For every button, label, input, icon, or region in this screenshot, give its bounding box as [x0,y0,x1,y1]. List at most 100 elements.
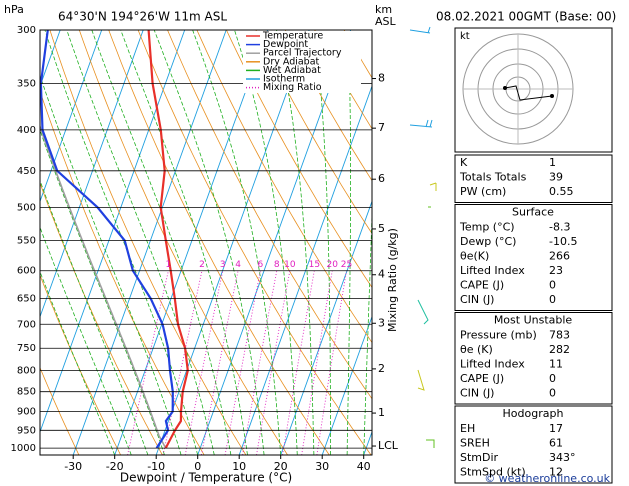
x-tick-label: 30 [315,460,329,473]
row-value: 1 [549,156,556,169]
wet-adiabat [276,30,315,455]
row-label: Dewp (°C) [460,235,516,248]
km-tick-label: 5 [378,222,385,235]
row-label: Lifted Index [460,264,525,277]
mixing-ratio-line [282,270,315,455]
table-box [454,312,613,405]
row-value: 39 [549,171,563,184]
dry-adiabat [255,30,372,235]
row-label: CAPE (J) [460,279,504,292]
plot-lines [40,30,372,455]
wet-adiabat [40,270,116,455]
y-tick-label: 500 [17,202,36,213]
row-value: 23 [549,264,563,277]
km-tick-label: LCL [378,439,399,452]
row-value: 61 [549,437,563,450]
profile-1 [40,30,174,449]
mixing-ratio-label: 2 [199,260,205,270]
mixing-ratio-label: 10 [284,260,296,270]
isotherm [40,30,103,203]
isotherm [155,30,310,455]
hodograph-unit: kt [460,31,470,42]
table-box [454,405,613,484]
footer: © weatheronline.co.uk [484,472,610,485]
mixing-ratio-label: 3 [220,260,226,270]
section-title: Surface [512,206,554,219]
wet-adiabat [120,30,248,455]
mixing-ratio-axis-label: Mixing Ratio (g/kg) [386,228,399,332]
profile-0 [147,30,189,449]
legend-label: Dewpoint [263,39,308,50]
mixing-ratio-label: 4 [235,260,241,270]
x-tick-label: -30 [64,460,82,473]
y-tick-label: 950 [17,425,36,436]
row-value: 17 [549,422,563,435]
row-value: 0 [549,372,556,385]
y-tick-label: 600 [17,266,36,277]
km-tick-label: 8 [378,72,385,85]
km-tick-label: 4 [378,268,385,281]
km-tick-label: 6 [378,172,385,185]
isotherm [40,30,186,434]
mixing-ratio-label: 15 [309,260,320,270]
legend-label: Temperature [262,31,323,42]
legend-label: Wet Adiabat [263,65,321,76]
mixing-ratio-line [256,270,291,455]
row-value: 11 [549,358,563,371]
km-tick-label: 7 [378,121,385,134]
mixing-ratio-line [301,270,333,455]
row-label: Totals Totals [459,171,527,184]
legend-label: Isotherm [263,74,305,85]
row-value: 343° [549,451,576,464]
isotherm [197,30,352,455]
row-label: PW (cm) [460,185,506,198]
mixing-ratio-label: 1 [166,260,172,270]
legend-label: Dry Adiabat [263,56,320,67]
km-axis-label: km ASL [375,3,397,28]
hodograph-frame [454,27,613,153]
mixing-ratio-label: 8 [274,260,280,270]
km-tick-label: 2 [378,362,385,375]
row-value: 783 [549,329,570,342]
row-label: StmDir [460,451,499,464]
mixing-ratio-label: 25 [341,260,352,270]
row-label: EH [460,422,475,435]
y-tick-label: 900 [17,407,36,418]
dry-adiabat [196,30,372,344]
wet-adiabat [44,30,199,455]
mixing-ratio-line [127,270,169,455]
row-label: θe (K) [460,343,493,356]
row-value: 0.55 [549,185,574,198]
wet-adiabat [40,179,149,455]
dry-adiabat [284,30,372,182]
isotherm [280,200,372,455]
y-axis-label: hPa [4,3,24,16]
wet-adiabat [66,30,215,455]
wet-adiabat [40,128,165,455]
legend-box [243,31,361,93]
row-label: K [460,156,468,169]
km-tick-label: 1 [378,406,385,419]
x-tick-label: 10 [232,460,246,473]
x-tick-label: 20 [274,460,288,473]
y-tick-label: 1000 [11,443,36,454]
row-value: 12 [549,466,563,479]
y-tick-label: 700 [17,319,36,330]
y-tick-label: 650 [17,294,36,305]
mixing-ratio-line [242,270,278,455]
x-tick-label: 40 [357,460,371,473]
date: 08.02.2021 00GMT (Base: 00) [436,10,616,24]
row-label: StmSpd (kt) [460,466,526,479]
y-tick-label: 850 [17,387,36,398]
table-box [454,154,613,203]
mixing-ratio-line [200,270,239,455]
row-label: Temp (°C) [459,221,515,234]
row-value: -10.5 [549,235,577,248]
y-tick-label: 350 [17,79,36,90]
wet-adiabat [363,203,372,455]
table-box [454,204,613,311]
wet-adiabat [40,226,132,455]
mixing-ratio-line [224,270,261,455]
x-axis-label: Dewpoint / Temperature (°C) [120,471,292,485]
